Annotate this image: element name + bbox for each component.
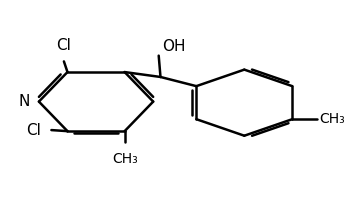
- Text: Cl: Cl: [57, 38, 71, 53]
- Text: CH₃: CH₃: [319, 112, 345, 126]
- Text: N: N: [19, 94, 30, 109]
- Text: CH₃: CH₃: [112, 152, 138, 167]
- Text: Cl: Cl: [26, 123, 41, 138]
- Text: OH: OH: [162, 38, 186, 54]
